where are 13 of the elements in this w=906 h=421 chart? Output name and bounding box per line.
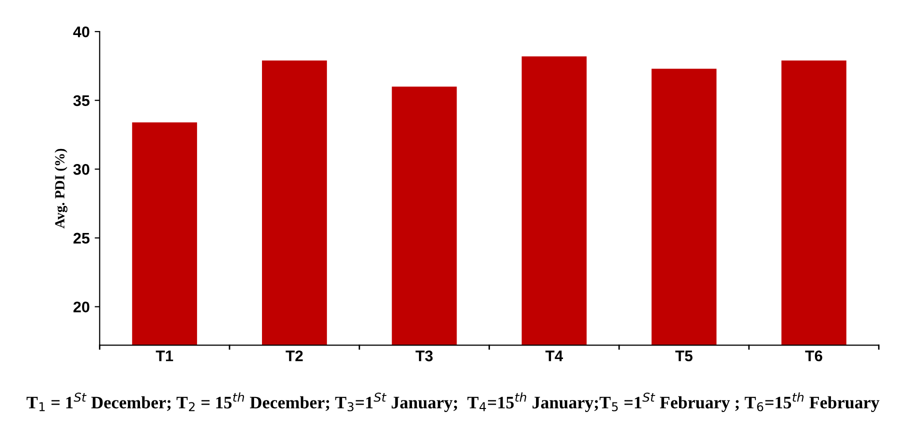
x-tick-label: T2 [286,350,303,362]
y-axis-title: Avg. PDI (%) [54,148,68,228]
y-tick-label: 25 [73,232,90,244]
x-tick-label: T5 [675,350,693,362]
y-tick-label: 35 [73,95,90,106]
y-tick-label: 20 [73,302,90,312]
y-tick-label: 30 [73,164,90,175]
text: T$_{1}$ = 1$^{St}$ December; T$_{2}$ = 15$^{th}$ December; T$_{3}$=1$^{St}$ January; T$_{4}$=15$^{th}$ January;T$_{5}$ =1$^{St}$ February ; T$_{6}$=15$^{th}$ February [26,392,880,412]
x-tick-label: T4 [545,350,564,362]
x-tick-label: T3 [416,350,433,362]
y-tick-label: 40 [73,26,90,38]
x-tick-label: T1 [156,350,174,362]
x-tick-label: T6 [805,350,822,362]
